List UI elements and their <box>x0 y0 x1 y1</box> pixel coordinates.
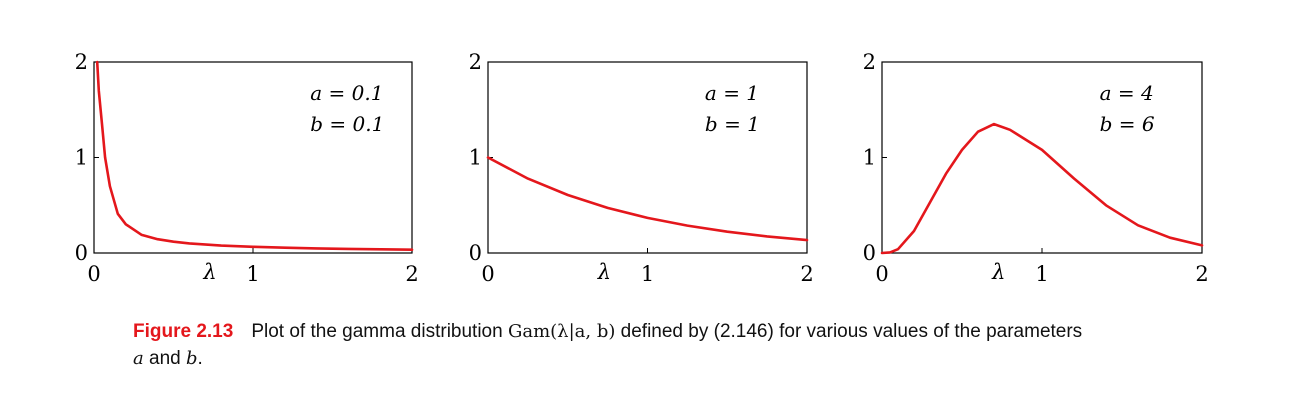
x-axis-label: λ <box>202 260 216 284</box>
param-annotation: b = 1 <box>705 112 760 136</box>
plot-frame-3 <box>881 61 1203 254</box>
param-annotation: a = 4 <box>1100 81 1154 105</box>
y-tick-label: 0 <box>75 241 88 265</box>
x-tick-label: 1 <box>641 262 654 286</box>
y-tick-label: 0 <box>469 241 482 265</box>
caption-and: and <box>143 348 186 369</box>
x-tick-label: 0 <box>87 262 100 286</box>
figure-charts: 0 1 2 0 1 2 λ a = 0.1 b = 0.1 0 1 2 0 1 2 λ a = 1 b = 1 0 1… <box>75 50 1209 286</box>
y-tick-label: 1 <box>863 146 876 170</box>
y-tick-label: 1 <box>469 146 482 170</box>
gamma-curve-2 <box>486 156 809 242</box>
y-tick-label: 2 <box>75 50 88 74</box>
gamma-curve-1 <box>95 60 414 251</box>
caption-math: Gam(λ|a, b) <box>507 321 616 342</box>
param-annotation: a = 0.1 <box>310 81 383 105</box>
plot-frame-2 <box>487 61 808 254</box>
x-tick-label: 0 <box>875 262 888 286</box>
figure-caption: Figure 2.13 Plot of the gamma distributio… <box>133 318 1243 372</box>
y-tick-label: 1 <box>75 146 88 170</box>
caption-param-a: a <box>133 348 144 369</box>
x-tick-label: 2 <box>1195 262 1208 286</box>
gamma-curve-3 <box>880 122 1204 255</box>
x-tick-label: 2 <box>800 262 813 286</box>
figure-label: Figure 2.13 <box>133 321 234 342</box>
caption-param-b: b <box>186 348 198 369</box>
y-tick-label: 2 <box>469 50 482 74</box>
x-tick-label: 1 <box>1035 262 1048 286</box>
x-tick-label: 1 <box>246 262 259 286</box>
param-annotation: b = 6 <box>1100 112 1155 136</box>
gamma-plots-svg: 0 1 2 0 1 2 λ a = 0.1 b = 0.1 0 1 2 0 1 2 λ a = 1 b = 1 0 1… <box>75 50 1209 286</box>
caption-text-before: Plot of the gamma distribution <box>251 321 508 342</box>
param-annotation: b = 0.1 <box>310 112 384 136</box>
caption-period: . <box>197 348 203 369</box>
x-tick-label: 0 <box>481 262 494 286</box>
y-tick-label: 0 <box>863 241 876 265</box>
y-tick-label: 2 <box>863 50 876 74</box>
x-axis-label: λ <box>991 260 1005 284</box>
param-annotation: a = 1 <box>705 81 759 105</box>
x-axis-label: λ <box>597 260 611 284</box>
caption-text-after: defined by (2.146) for various values of… <box>615 321 1083 342</box>
x-tick-label: 2 <box>405 262 418 286</box>
